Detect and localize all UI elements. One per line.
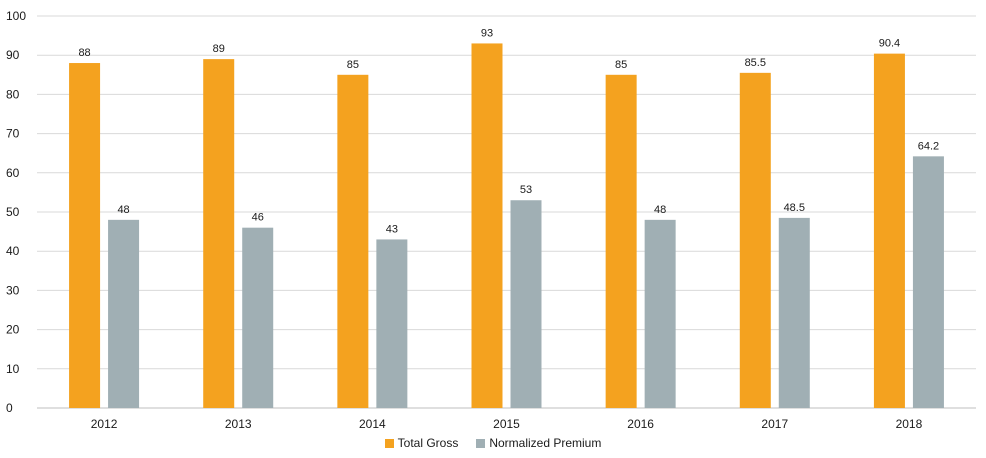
data-label-normalized-premium-2017: 48.5 [784,202,805,214]
legend-item-total-gross: Total Gross [384,436,459,450]
data-label-normalized-premium-2014: 43 [386,223,398,235]
legend-item-normalized-premium: Normalized Premium [476,436,601,450]
y-tick-label-90: 90 [6,48,20,62]
y-tick-label-30: 30 [6,283,20,297]
y-tick-label-50: 50 [6,205,20,219]
legend-label-normalized-premium: Normalized Premium [489,436,602,450]
bar-total-gross-2015 [471,43,503,408]
x-tick-label-2014: 2014 [359,417,386,430]
data-label-normalized-premium-2012: 48 [117,204,129,216]
bar-normalized-premium-2015 [510,200,542,408]
y-tick-label-0: 0 [6,401,13,415]
y-tick-label-40: 40 [6,244,20,258]
x-tick-label-2013: 2013 [225,417,252,430]
bar-total-gross-2014 [337,74,369,409]
data-label-normalized-premium-2015: 53 [520,184,532,196]
y-axis-ticks: 0 10 20 30 40 50 60 70 80 90 100 [6,9,26,415]
bar-normalized-premium-2014 [376,239,408,408]
y-tick-label-10: 10 [6,362,20,376]
bar-total-gross-2017 [739,72,771,408]
y-tick-label-100: 100 [6,9,26,23]
bar-total-gross-2012 [69,63,101,408]
bar-total-gross-2013 [203,59,235,409]
x-axis-ticks: 2012 2013 2014 2015 2016 2017 2018 [91,417,923,431]
y-tick-label-60: 60 [6,166,20,180]
y-tick-label-70: 70 [6,127,20,141]
bar-normalized-premium-2018 [912,156,944,408]
x-tick-label-2017: 2017 [761,417,788,430]
legend-label-total-gross: Total Gross [397,436,459,450]
data-label-total-gross-2014: 85 [347,59,359,71]
gridlines [37,15,976,409]
legend-swatch-total-gross [384,438,394,448]
data-label-total-gross-2013: 89 [213,43,225,55]
bars [69,43,944,409]
bar-normalized-premium-2013 [242,227,274,408]
bar-normalized-premium-2017 [778,217,810,408]
data-label-total-gross-2016: 85 [615,59,627,71]
x-tick-label-2015: 2015 [493,417,520,430]
data-label-normalized-premium-2016: 48 [654,204,666,216]
bar-total-gross-2016 [605,74,637,409]
legend: Total Gross Normalized Premium [0,436,986,450]
bar-normalized-premium-2012 [108,219,140,408]
bar-normalized-premium-2016 [644,219,676,408]
legend-swatch-normalized-premium [476,438,486,448]
data-label-normalized-premium-2013: 46 [252,212,264,224]
x-tick-label-2018: 2018 [896,417,923,430]
x-tick-label-2016: 2016 [627,417,654,430]
data-label-normalized-premium-2018: 64.2 [918,140,939,152]
data-label-total-gross-2018: 90.4 [879,38,900,50]
bar-total-gross-2018 [873,53,905,409]
x-tick-label-2012: 2012 [91,417,118,430]
data-labels: 88 48 89 46 85 43 93 53 85 48 85.5 48.5 90.4 64.2 [78,27,939,235]
data-label-total-gross-2015: 93 [481,27,493,39]
y-tick-label-20: 20 [6,323,20,337]
y-tick-label-80: 80 [6,87,20,101]
data-label-total-gross-2012: 88 [78,47,90,59]
data-label-total-gross-2017: 85.5 [745,57,766,69]
